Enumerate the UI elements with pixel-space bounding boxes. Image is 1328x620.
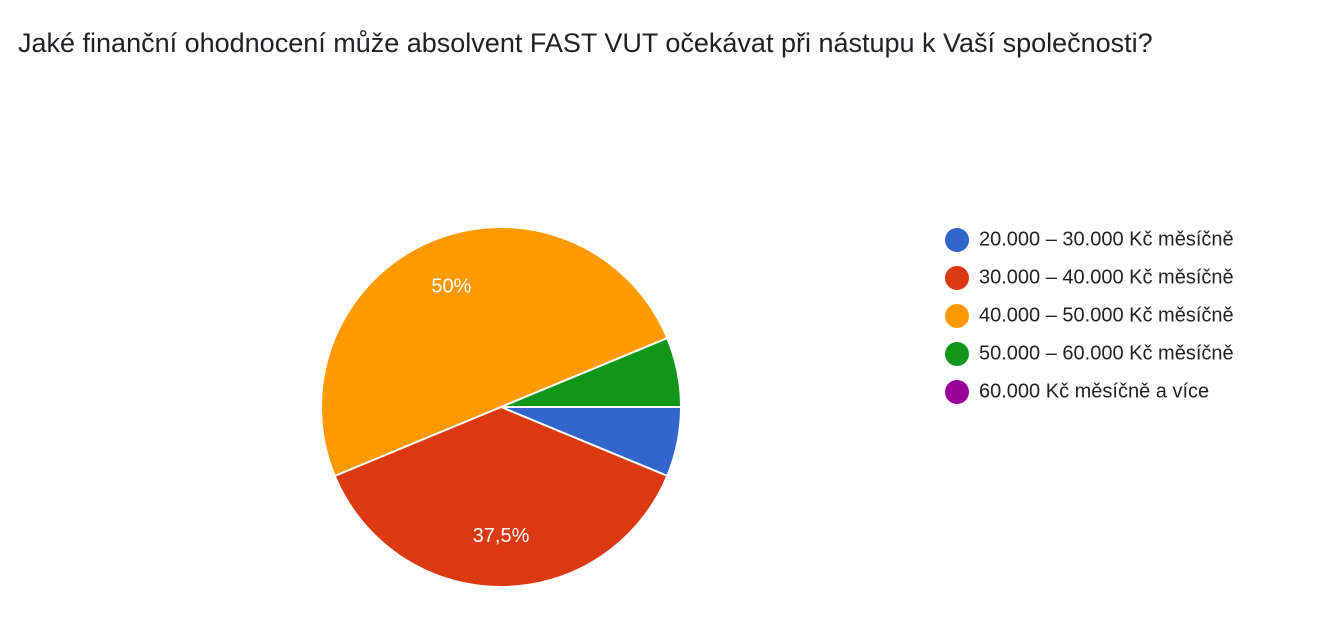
legend-label: 40.000 – 50.000 Kč měsíčně xyxy=(979,304,1234,326)
legend-label: 20.000 – 30.000 Kč měsíčně xyxy=(979,228,1234,250)
legend-marker xyxy=(945,304,969,328)
legend-marker xyxy=(945,228,969,252)
legend-label: 60.000 Kč měsíčně a více xyxy=(979,380,1209,402)
chart-title: Jaké finanční ohodnocení může absolvent … xyxy=(18,28,1153,58)
legend-label: 50.000 – 60.000 Kč měsíčně xyxy=(979,342,1234,364)
legend-marker xyxy=(945,342,969,366)
legend-marker xyxy=(945,266,969,290)
pie-slice xyxy=(333,405,669,588)
legend-marker xyxy=(945,380,969,404)
legend-label: 30.000 – 40.000 Kč měsíčně xyxy=(979,266,1234,288)
data-label: 37,5% xyxy=(473,525,530,547)
data-label: 50% xyxy=(431,276,471,298)
pie-slice xyxy=(320,226,669,478)
